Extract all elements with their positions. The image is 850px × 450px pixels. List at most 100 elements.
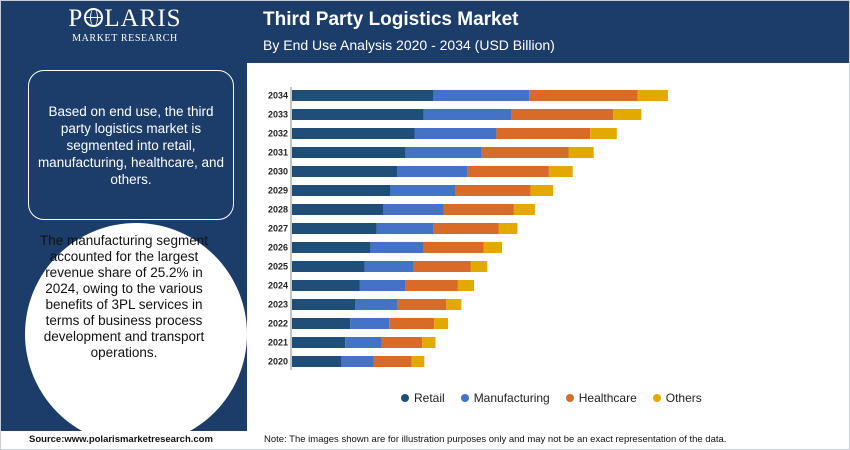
highlight-text: The manufacturing segment accounted for … xyxy=(39,233,209,360)
bar-segment-manufacturing xyxy=(433,90,530,101)
y-tick-labels: 2034 2033 2032 2031 2030 2029 2028 2027 2026 2025… xyxy=(268,91,288,367)
bar-segment-others xyxy=(411,356,425,367)
bar-segment-retail xyxy=(292,261,365,272)
legend-label: Retail xyxy=(414,391,445,405)
legend-label: Others xyxy=(665,391,702,405)
left-panel: Based on end use, the third party logist… xyxy=(1,63,247,431)
chart-title: Third Party Logistics Market xyxy=(263,9,519,30)
y-tick-label: 2030 xyxy=(268,167,288,177)
legend-swatch xyxy=(565,394,574,402)
bar-segment-others xyxy=(637,90,668,101)
y-tick-label: 2033 xyxy=(268,110,288,120)
legend-item-others: Others xyxy=(652,391,702,405)
info-box: Based on end use, the third party logist… xyxy=(28,70,234,220)
y-tick-label: 2022 xyxy=(268,319,288,329)
bar-segment-healthcare xyxy=(373,356,412,367)
bar-segment-others xyxy=(613,109,642,120)
bar-segment-healthcare xyxy=(423,242,484,253)
bar-segment-healthcare xyxy=(467,166,549,177)
bar-segment-retail xyxy=(292,223,377,234)
bar-segment-others xyxy=(548,166,573,177)
bar-segment-manufacturing xyxy=(345,337,382,348)
bar-segment-others xyxy=(457,280,474,291)
bar-segment-healthcare xyxy=(455,185,531,196)
globe-icon xyxy=(84,8,104,27)
bar-segment-healthcare xyxy=(405,280,458,291)
y-tick-label: 2023 xyxy=(268,300,288,310)
bar-segment-retail xyxy=(292,128,415,139)
bar-segment-retail xyxy=(292,299,355,310)
brand-name: P LARIS xyxy=(68,5,182,32)
bar-segment-manufacturing xyxy=(390,185,456,196)
bar-segment-retail xyxy=(292,242,371,253)
y-tick-label: 2028 xyxy=(268,205,288,215)
y-tick-label: 2026 xyxy=(268,243,288,253)
bars-layer xyxy=(292,90,668,367)
bar-segment-healthcare xyxy=(529,90,638,101)
highlight-circle xyxy=(25,223,247,431)
bar-segment-others xyxy=(498,223,518,234)
bar-segment-manufacturing xyxy=(405,147,482,158)
bar-segment-others xyxy=(590,128,617,139)
bar-segment-retail xyxy=(292,356,341,367)
bar-segment-retail xyxy=(292,90,434,101)
bar-segment-others xyxy=(513,204,535,215)
bar-segment-healthcare xyxy=(443,204,514,215)
bar-segment-manufacturing xyxy=(364,261,414,272)
bar-segment-retail xyxy=(292,280,360,291)
bar-segment-retail xyxy=(292,109,424,120)
bar-segment-others xyxy=(422,337,436,348)
y-tick-label: 2027 xyxy=(268,224,288,234)
stacked-bar-chart: 2034 2033 2032 2031 2030 2029 2028 2027 2026 2025… xyxy=(268,87,668,370)
legend-item-manufacturing: Manufacturing xyxy=(460,391,550,405)
chart-subtitle: By End Use Analysis 2020 - 2034 (USD Bil… xyxy=(263,37,555,53)
bar-segment-manufacturing xyxy=(383,204,444,215)
bar-segment-retail xyxy=(292,204,383,215)
bar-segment-others xyxy=(483,242,502,253)
bar-segment-retail xyxy=(292,147,406,158)
bar-segment-manufacturing xyxy=(341,356,374,367)
bar-segment-others xyxy=(530,185,554,196)
bar-segment-manufacturing xyxy=(350,318,390,329)
bar-segment-others xyxy=(470,261,488,272)
bar-segment-manufacturing xyxy=(397,166,468,177)
header-bar: P LARIS MARKET RESEARCH Third Party Logis… xyxy=(1,1,849,63)
chart-legend: Retail Manufacturing Healthcare Others xyxy=(401,391,702,405)
footer: Source:www.polarismarketresearch.com Not… xyxy=(1,431,849,449)
bar-segment-retail xyxy=(292,318,351,329)
bar-segment-manufacturing xyxy=(414,128,497,139)
y-tick-label: 2021 xyxy=(268,338,288,348)
y-tick-label: 2029 xyxy=(268,186,288,196)
bar-segment-others xyxy=(446,299,462,310)
legend-label: Healthcare xyxy=(578,391,637,405)
bar-segment-healthcare xyxy=(397,299,446,310)
brand-tagline: MARKET RESEARCH xyxy=(72,33,178,44)
bar-segment-healthcare xyxy=(481,147,569,158)
bar-segment-healthcare xyxy=(511,109,614,120)
legend-label: Manufacturing xyxy=(473,391,550,405)
y-tick-label: 2034 xyxy=(268,91,288,101)
bar-segment-healthcare xyxy=(496,128,591,139)
bar-segment-healthcare xyxy=(413,261,471,272)
bar-segment-retail xyxy=(292,166,397,177)
bar-segment-manufacturing xyxy=(376,223,434,234)
bar-segment-manufacturing xyxy=(355,299,398,310)
bar-segment-retail xyxy=(292,185,390,196)
bar-segment-others xyxy=(568,147,594,158)
bar-segment-manufacturing xyxy=(370,242,424,253)
brand-logo: P LARIS MARKET RESEARCH xyxy=(45,5,205,45)
y-tick-label: 2020 xyxy=(268,357,288,367)
bar-segment-healthcare xyxy=(389,318,435,329)
bar-segment-healthcare xyxy=(381,337,423,348)
bar-segment-manufacturing xyxy=(359,280,406,291)
legend-item-healthcare: Healthcare xyxy=(565,391,637,405)
legend-item-retail: Retail xyxy=(401,391,445,405)
legend-swatch xyxy=(652,394,661,402)
legend-swatch xyxy=(460,394,469,402)
legend-swatch xyxy=(401,394,409,402)
disclaimer-note: Note: The images shown are for illustrat… xyxy=(264,434,727,445)
bar-segment-manufacturing xyxy=(423,109,512,120)
y-tick-label: 2032 xyxy=(268,129,288,139)
bar-segment-others xyxy=(434,318,449,329)
y-tick-label: 2024 xyxy=(268,281,288,291)
